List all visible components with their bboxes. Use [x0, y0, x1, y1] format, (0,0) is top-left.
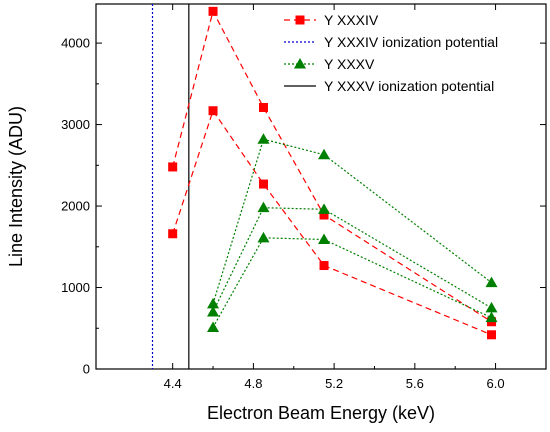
legend-label: Y XXXIV	[324, 12, 379, 28]
series-line-4	[212, 207, 492, 313]
x-tick-label: 4.8	[244, 376, 262, 391]
data-point-square	[487, 330, 497, 340]
series-line-5	[212, 237, 492, 328]
data-point-triangle	[207, 297, 220, 309]
legend-label: Y XXXV ionization potential	[324, 78, 494, 94]
plot-area	[95, 3, 547, 370]
legend-marker-square	[295, 15, 305, 25]
data-point-square	[168, 162, 178, 172]
x-axis-title: Electron Beam Energy (keV)	[207, 403, 435, 423]
data-point-square	[319, 210, 329, 220]
series-line-3	[212, 138, 492, 304]
legend-marker-triangle	[294, 58, 306, 69]
data-point-triangle	[257, 133, 270, 144]
data-point-triangle	[485, 276, 498, 288]
x-tick-label: 4.4	[164, 376, 182, 391]
y-tick-label: 0	[83, 362, 90, 377]
y-tick-label: 4000	[61, 36, 90, 51]
y-tick-label: 3000	[61, 117, 90, 132]
data-point-square	[258, 179, 268, 189]
y-axis-title: Line Intensity (ADU)	[6, 106, 26, 267]
data-point-triangle	[318, 203, 331, 214]
data-point-triangle	[257, 231, 270, 243]
y-axis: 0 1000 2000 3000 4000	[61, 36, 546, 377]
data-point-square	[208, 6, 218, 16]
data-point-triangle	[318, 148, 331, 160]
data-point-square	[319, 261, 329, 271]
legend-label: Y XXXIV ionization potential	[324, 34, 498, 50]
data-point-square	[168, 229, 178, 239]
data-point-square	[208, 106, 218, 116]
x-tick-label: 5.2	[325, 376, 343, 391]
data-point-square	[258, 102, 268, 112]
y-tick-label: 1000	[61, 280, 90, 295]
data-point-triangle	[485, 311, 498, 323]
data-point-triangle	[318, 233, 331, 244]
plot-frame	[95, 3, 547, 370]
y-tick-label: 2000	[61, 199, 90, 214]
data-point-triangle	[207, 321, 220, 332]
data-point-triangle	[485, 301, 498, 313]
data-point-triangle	[207, 305, 220, 317]
legend-label: Y XXXV	[324, 56, 375, 72]
legend: Y XXXIV Y XXXIV ionization potential Y XXX…	[284, 12, 498, 94]
data-point-triangle	[257, 201, 270, 213]
x-axis: 4.4 4.8 5.2 5.6 6.0	[164, 4, 505, 391]
series-line-2	[172, 109, 492, 336]
x-tick-label: 5.6	[406, 376, 424, 391]
x-tick-label: 6.0	[487, 376, 505, 391]
